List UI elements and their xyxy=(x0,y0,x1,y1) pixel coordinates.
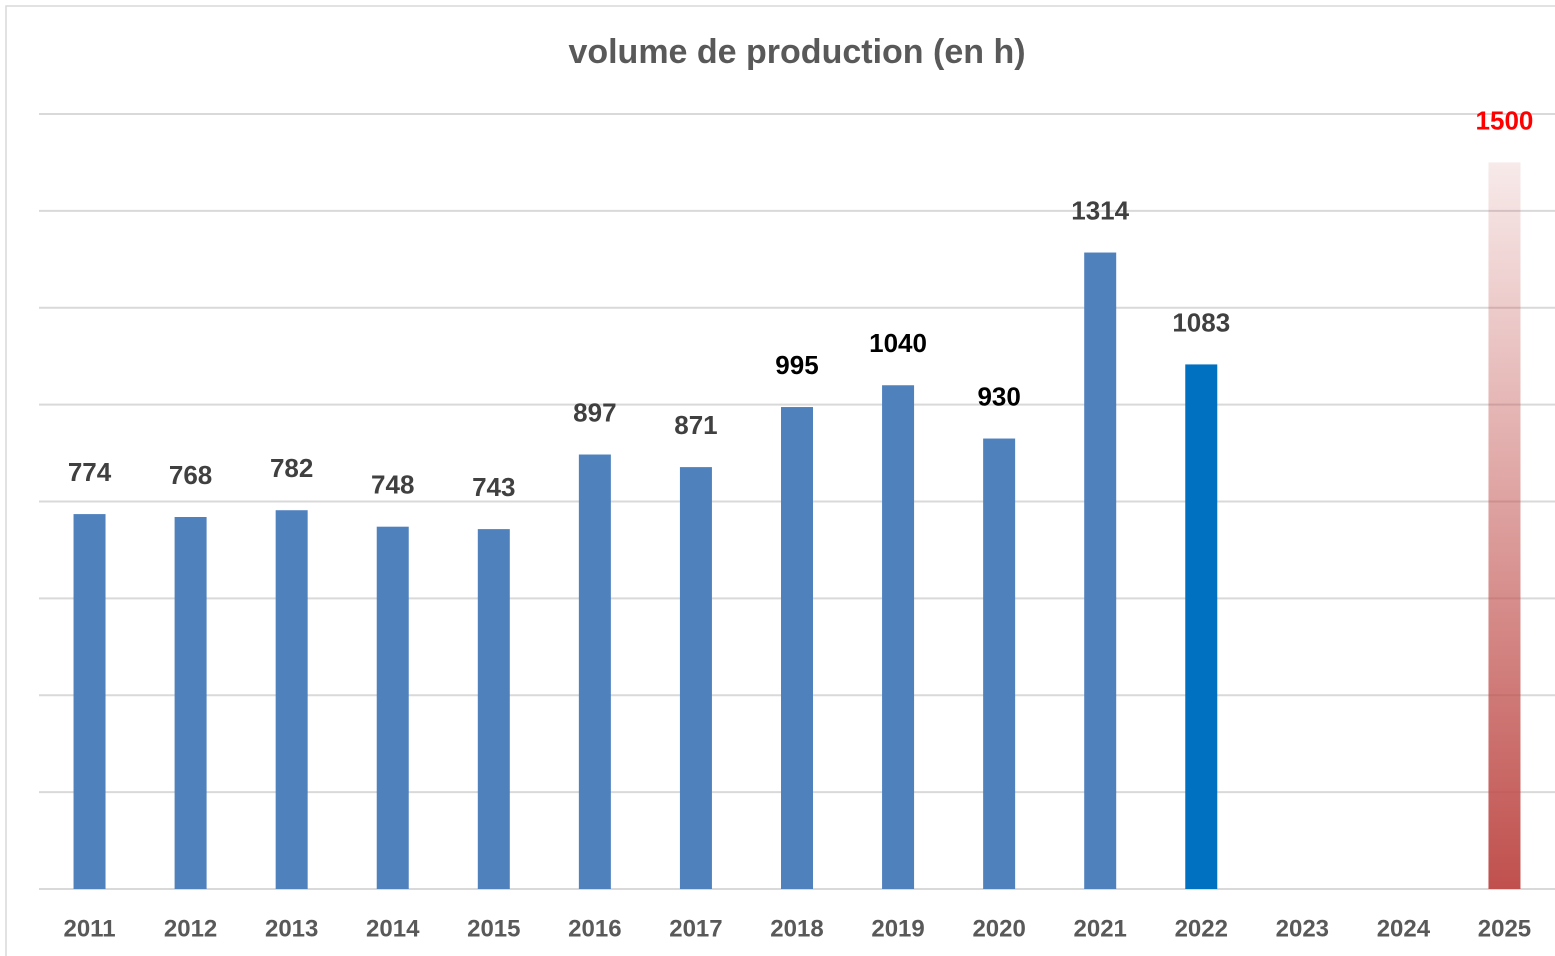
data-label: 930 xyxy=(977,381,1020,411)
bar xyxy=(983,438,1016,889)
data-label: 1040 xyxy=(869,328,927,358)
x-tick-label: 2015 xyxy=(467,915,520,942)
x-tick-label: 2011 xyxy=(63,915,115,942)
bar xyxy=(1185,364,1218,889)
x-tick-label: 2025 xyxy=(1478,915,1531,942)
data-label: 782 xyxy=(270,453,313,483)
data-label: 871 xyxy=(674,410,717,440)
bar xyxy=(174,517,207,889)
x-tick-label: 2020 xyxy=(972,915,1025,942)
bar xyxy=(275,510,308,889)
x-tick-label: 2012 xyxy=(164,915,217,942)
data-label: 1500 xyxy=(1476,105,1534,135)
data-label: 1314 xyxy=(1071,195,1129,225)
x-tick-label: 2022 xyxy=(1175,915,1228,942)
bar xyxy=(1488,162,1521,889)
bar xyxy=(73,514,106,889)
data-label: 743 xyxy=(472,472,515,502)
x-tick-label: 2017 xyxy=(669,915,722,942)
bar xyxy=(1084,252,1117,889)
x-tick-label: 2016 xyxy=(568,915,621,942)
x-tick-label: 2014 xyxy=(366,915,420,942)
x-tick-label: 2013 xyxy=(265,915,318,942)
chart-title: volume de production (en h) xyxy=(568,33,1025,71)
chart-frame xyxy=(5,5,1555,956)
data-label: 768 xyxy=(169,460,212,490)
bar xyxy=(376,526,409,889)
bar xyxy=(882,385,915,889)
x-tick-label: 2023 xyxy=(1276,915,1329,942)
bar xyxy=(781,407,813,889)
x-tick-label: 2021 xyxy=(1074,915,1127,942)
bar xyxy=(477,529,510,889)
data-label: 748 xyxy=(371,470,414,500)
x-tick-label: 2024 xyxy=(1377,915,1431,942)
data-label: 774 xyxy=(68,457,112,487)
x-tick-label: 2018 xyxy=(770,915,823,942)
data-label: 995 xyxy=(775,350,818,380)
x-tick-label: 2019 xyxy=(871,915,924,942)
bar xyxy=(578,454,611,889)
data-label: 1083 xyxy=(1172,307,1230,337)
data-label: 897 xyxy=(573,397,616,427)
bar xyxy=(679,467,712,889)
